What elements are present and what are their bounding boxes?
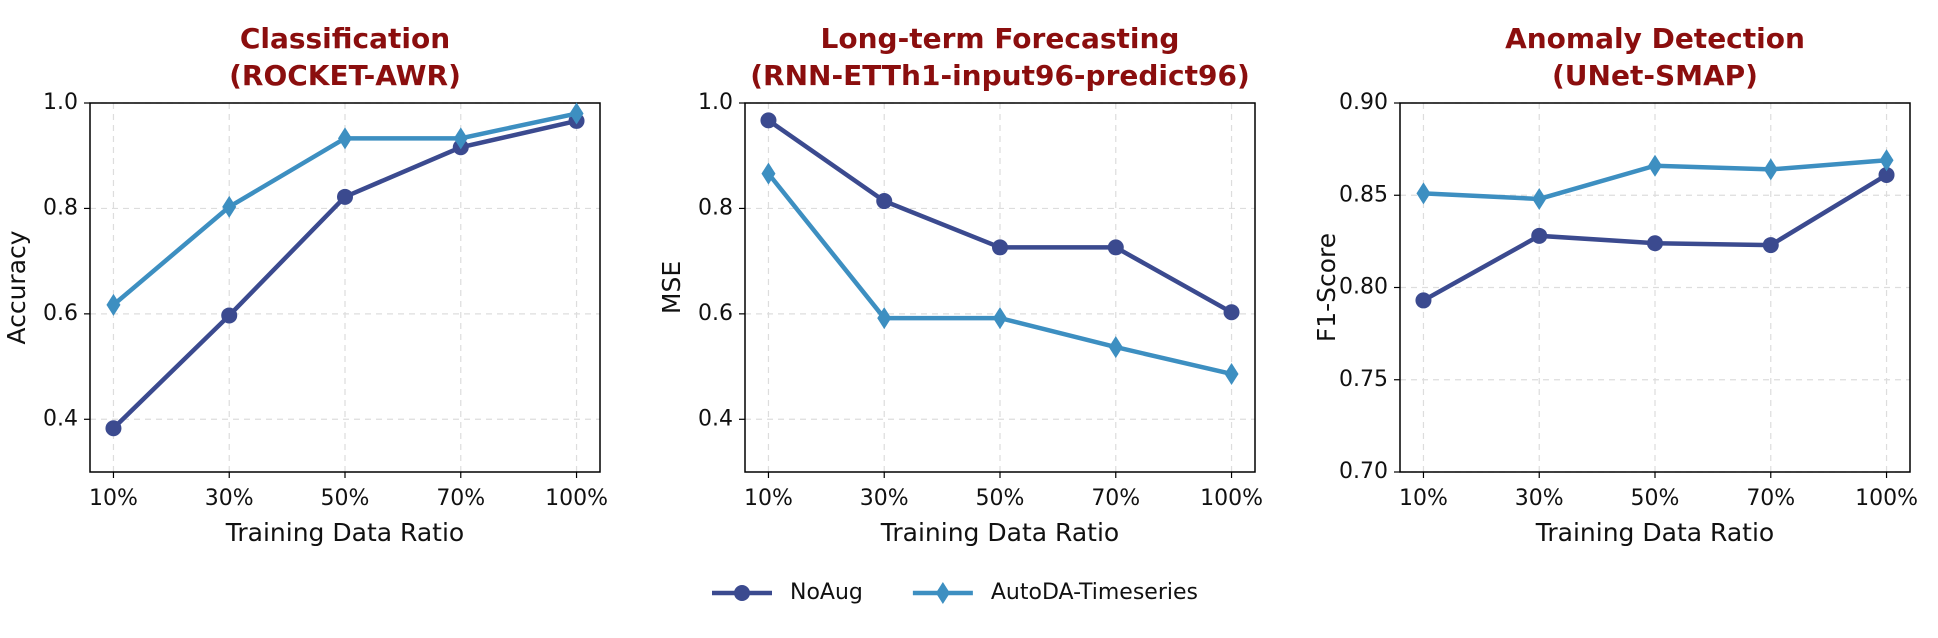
- point: [1531, 227, 1548, 244]
- point: [1878, 166, 1895, 183]
- point: [1415, 292, 1432, 309]
- y-tick-label: 0.4: [698, 406, 733, 431]
- legend-label: AutoDA-Timeseries: [991, 580, 1198, 605]
- chart-subtitle: (RNN-ETTh1-input96-predict96): [750, 59, 1250, 92]
- x-tick-label: 30%: [205, 486, 254, 511]
- chart-title: Anomaly Detection: [1505, 22, 1805, 55]
- x-tick-label: 10%: [89, 486, 138, 511]
- x-tick-label: 70%: [1746, 486, 1795, 511]
- y-tick-label: 0.6: [698, 301, 733, 326]
- legend-marker: [734, 585, 750, 601]
- y-axis-label: MSE: [657, 261, 686, 314]
- chart-subtitle: (ROCKET-AWR): [229, 59, 461, 92]
- x-axis-label: Training Data Ratio: [1535, 518, 1774, 547]
- point: [105, 420, 122, 437]
- y-tick-label: 0.75: [1339, 367, 1388, 392]
- chart-subtitle: (UNet-SMAP): [1552, 59, 1758, 92]
- x-tick-label: 10%: [744, 486, 793, 511]
- y-tick-label: 0.8: [43, 195, 78, 220]
- x-tick-label: 30%: [1515, 486, 1564, 511]
- chart-title: Classification: [240, 22, 450, 55]
- point: [1647, 235, 1663, 252]
- plot-frame: [744, 102, 1256, 473]
- y-axis-label: F1-Score: [1312, 233, 1341, 342]
- point: [221, 307, 238, 324]
- y-tick-label: 1.0: [43, 90, 78, 115]
- point: [338, 127, 352, 150]
- y-tick-label: 0.90: [1339, 90, 1388, 115]
- x-tick-label: 70%: [436, 486, 485, 511]
- y-tick-label: 0.4: [43, 406, 78, 431]
- y-tick-label: 0.70: [1339, 459, 1388, 484]
- plot-frame: [89, 102, 601, 473]
- point: [106, 293, 121, 316]
- x-tick-label: 10%: [1399, 486, 1448, 511]
- x-tick-label: 100%: [1200, 486, 1263, 511]
- point: [1416, 182, 1431, 205]
- x-tick-label: 100%: [1855, 486, 1918, 511]
- x-tick-label: 50%: [976, 486, 1025, 511]
- x-tick-label: 50%: [321, 486, 370, 511]
- point: [222, 195, 237, 218]
- x-tick-label: 50%: [1631, 486, 1680, 511]
- point: [1108, 336, 1123, 359]
- point: [876, 193, 893, 210]
- y-tick-label: 1.0: [698, 90, 733, 115]
- point: [760, 112, 777, 129]
- y-tick-label: 0.85: [1339, 182, 1388, 207]
- point: [1879, 149, 1894, 172]
- x-tick-label: 30%: [860, 486, 909, 511]
- point: [993, 307, 1007, 330]
- point: [1224, 362, 1239, 385]
- point: [1648, 154, 1662, 177]
- legend-marker: [935, 582, 950, 604]
- x-axis-label: Training Data Ratio: [225, 518, 464, 547]
- point: [1223, 304, 1240, 321]
- point: [877, 307, 892, 330]
- y-tick-label: 0.6: [43, 301, 78, 326]
- x-tick-label: 100%: [545, 486, 608, 511]
- point: [1107, 239, 1124, 256]
- point: [1763, 158, 1778, 181]
- y-tick-label: 0.8: [698, 195, 733, 220]
- point: [992, 239, 1008, 256]
- point: [761, 162, 776, 185]
- x-axis-label: Training Data Ratio: [880, 518, 1119, 547]
- legend-label: NoAug: [790, 580, 863, 605]
- y-tick-label: 0.80: [1339, 275, 1388, 300]
- point: [569, 102, 584, 125]
- y-axis-label: Accuracy: [2, 230, 31, 344]
- chart-title: Long-term Forecasting: [821, 22, 1180, 55]
- plot-frame: [1399, 102, 1911, 473]
- x-tick-label: 70%: [1091, 486, 1140, 511]
- point: [1532, 187, 1547, 210]
- point: [1762, 237, 1779, 254]
- point: [337, 188, 353, 205]
- point: [453, 127, 468, 150]
